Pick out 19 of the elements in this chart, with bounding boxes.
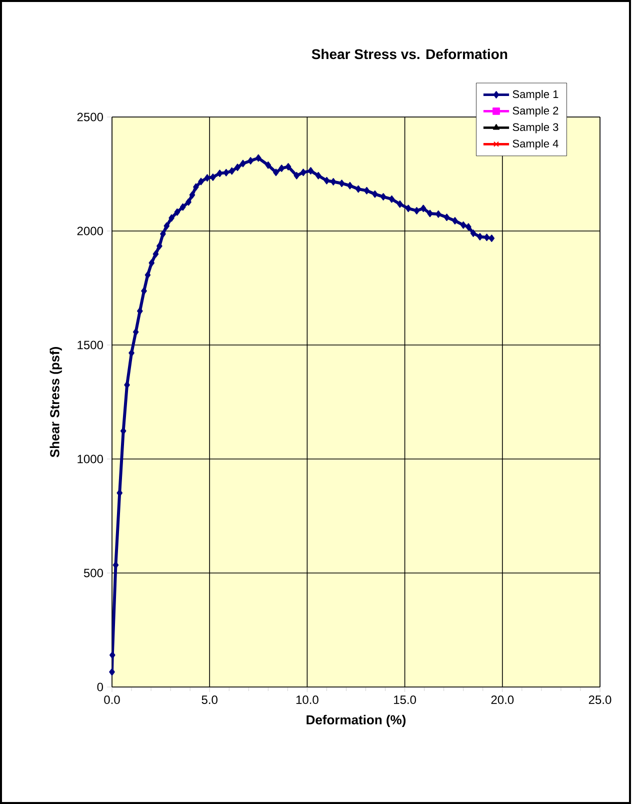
y-axis-title: Shear Stress (psf): [50, 347, 62, 458]
x-axis-title: Deformation (%): [306, 714, 406, 728]
legend-label: Sample 1: [512, 90, 558, 100]
y-tick-label: 2000: [77, 226, 103, 236]
chart-title: Shear Stress vs. Deformation: [312, 48, 508, 60]
y-tick-label: 2500: [77, 112, 103, 122]
x-tick-label: 25.0: [588, 696, 612, 704]
x-tick-label: 15.0: [394, 696, 416, 704]
y-tick-label: 1500: [78, 340, 103, 350]
y-tick-label: 500: [84, 568, 103, 578]
x-tick-label: 10.0: [296, 696, 318, 704]
legend-label: Sample 2: [512, 106, 558, 117]
x-tick-label: 20.0: [491, 696, 514, 704]
x-tick-label: 0.0: [104, 696, 120, 704]
y-tick-label: 1000: [78, 454, 103, 464]
x-tick-label: 5.0: [202, 696, 218, 704]
legend-label: Sample 4: [512, 139, 558, 150]
legend-label: Sample 3: [512, 122, 558, 134]
y-tick-label: 0: [97, 682, 103, 692]
